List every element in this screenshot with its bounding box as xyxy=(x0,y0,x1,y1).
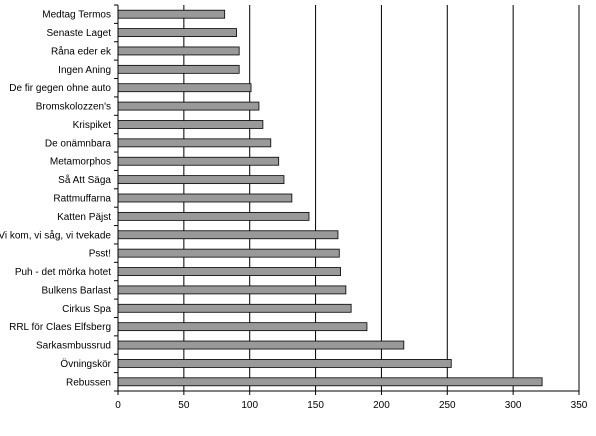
category-label: Krispiket xyxy=(73,120,112,131)
bar-14 xyxy=(117,267,341,276)
axes xyxy=(114,4,580,395)
x-tick-label: 150 xyxy=(307,400,324,411)
x-tick-label: 350 xyxy=(571,400,588,411)
bar-2 xyxy=(117,46,240,56)
x-tick-label: 50 xyxy=(178,400,190,411)
bar-20 xyxy=(117,377,543,387)
bar-10 xyxy=(117,193,293,203)
labels: 0 50 100 150 200 250 300 350 Medtag Termos Senast… xyxy=(0,10,588,411)
bar-1 xyxy=(117,28,237,37)
category-label: Cirkus Spa xyxy=(62,304,111,315)
bar-16 xyxy=(117,303,352,313)
category-label: Katten Päjst xyxy=(57,212,111,223)
bar-4 xyxy=(117,83,252,93)
category-label: Bromskolozzen's xyxy=(36,102,111,113)
x-tick-label: 250 xyxy=(439,400,456,411)
category-label: De onämnbara xyxy=(45,138,112,149)
gridlines xyxy=(183,5,580,391)
category-label: Bulkens Barlast xyxy=(42,285,112,296)
bar-17 xyxy=(117,322,368,332)
category-label: Råna eder ek xyxy=(51,45,112,57)
category-label: Senaste Laget xyxy=(47,28,112,39)
bar-11 xyxy=(117,211,310,221)
category-label: Psst! xyxy=(89,249,111,260)
bar-6 xyxy=(117,120,264,129)
bar-5 xyxy=(117,101,260,111)
bar-3 xyxy=(117,64,240,74)
bar-7 xyxy=(117,138,272,148)
bar-0 xyxy=(117,9,226,19)
category-label: Rebussen xyxy=(66,377,111,388)
category-label: Så Att Säga xyxy=(58,174,111,186)
category-label: Puh - det mörka hotet xyxy=(15,267,111,278)
category-label: Ingen Aning xyxy=(58,65,111,76)
bar-12 xyxy=(117,230,339,240)
bars xyxy=(117,9,543,387)
category-label: De fir gegen ohne auto xyxy=(9,83,111,94)
bar-13 xyxy=(117,248,340,258)
bar-19 xyxy=(117,359,452,368)
bar-9 xyxy=(117,175,285,185)
category-label: Metamorphos xyxy=(50,157,111,168)
category-label: RRL för Claes Elfsberg xyxy=(9,322,111,333)
category-label: Rattmuffarna xyxy=(53,194,111,205)
category-label: Vi kom, vi såg, vi tvekade xyxy=(0,229,111,241)
x-tick-label: 200 xyxy=(373,400,390,411)
x-tick-label: 300 xyxy=(505,400,522,411)
x-tick-label: 100 xyxy=(241,400,258,411)
bar-8 xyxy=(117,156,280,166)
x-tick-label: 0 xyxy=(115,400,121,411)
bar-18 xyxy=(117,340,405,350)
category-label: Övningskör xyxy=(60,358,111,370)
category-label: Sarkasmbussrud xyxy=(36,341,111,352)
bar-15 xyxy=(117,285,347,295)
category-label: Medtag Termos xyxy=(42,10,111,21)
